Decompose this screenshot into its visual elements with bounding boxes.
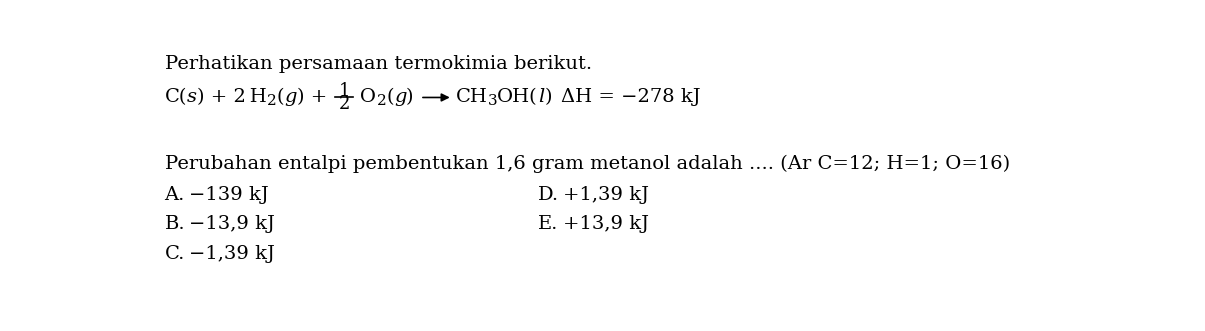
- Text: s: s: [187, 88, 198, 107]
- Text: ΔH = −278 kJ: ΔH = −278 kJ: [562, 88, 701, 107]
- Text: O: O: [357, 88, 376, 107]
- Text: CH: CH: [455, 88, 488, 107]
- Text: 2: 2: [266, 94, 277, 108]
- Text: g: g: [284, 88, 296, 107]
- Text: 2: 2: [339, 95, 349, 114]
- Text: (: (: [386, 88, 394, 107]
- Text: (: (: [277, 88, 284, 107]
- Text: ): ): [545, 88, 552, 107]
- Text: C.: C.: [165, 245, 184, 262]
- Text: −139 kJ: −139 kJ: [189, 186, 269, 204]
- Text: 1: 1: [339, 81, 349, 100]
- Text: ) + 2 H: ) + 2 H: [198, 88, 266, 107]
- Text: +1,39 kJ: +1,39 kJ: [563, 186, 649, 204]
- Text: 2: 2: [376, 94, 386, 108]
- Text: OH(: OH(: [498, 88, 537, 107]
- Text: 3: 3: [488, 94, 498, 108]
- Text: l: l: [537, 88, 545, 107]
- Text: D.: D.: [539, 186, 559, 204]
- Text: g: g: [394, 88, 406, 107]
- Text: ): ): [406, 88, 421, 107]
- Text: −13,9 kJ: −13,9 kJ: [189, 215, 275, 233]
- Text: E.: E.: [539, 215, 558, 233]
- Text: ) +: ) +: [296, 88, 334, 107]
- Text: A.: A.: [165, 186, 184, 204]
- Text: C(: C(: [165, 88, 187, 107]
- Text: −1,39 kJ: −1,39 kJ: [189, 245, 275, 262]
- Text: +13,9 kJ: +13,9 kJ: [563, 215, 649, 233]
- Text: Perhatikan persamaan termokimia berikut.: Perhatikan persamaan termokimia berikut.: [165, 55, 592, 73]
- Text: B.: B.: [165, 215, 186, 233]
- Text: Perubahan entalpi pembentukan 1,6 gram metanol adalah .... (Ar C=12; H=1; O=16): Perubahan entalpi pembentukan 1,6 gram m…: [165, 155, 1010, 173]
